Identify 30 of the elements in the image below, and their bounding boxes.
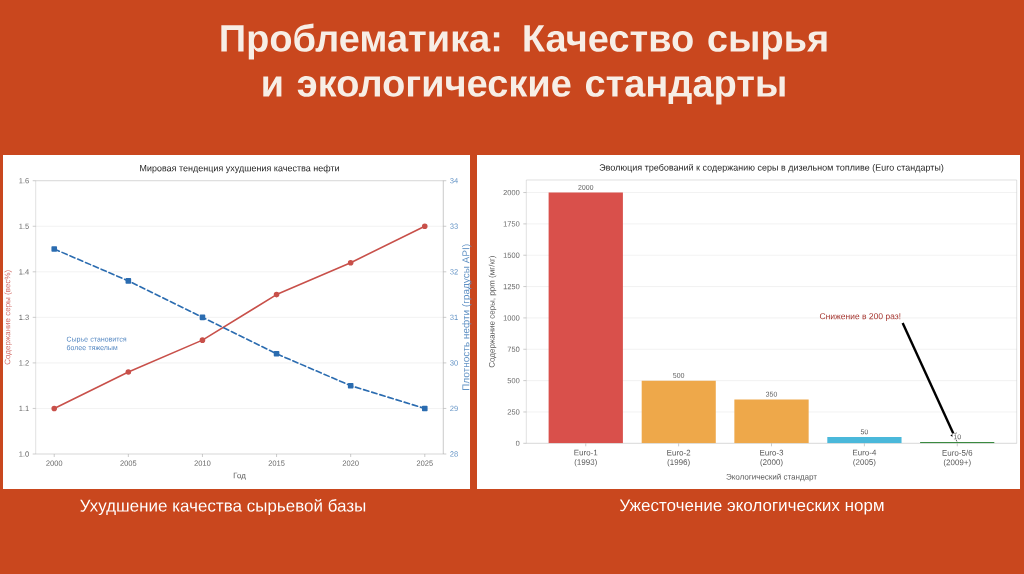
point	[199, 337, 206, 343]
bar	[734, 399, 809, 444]
point	[421, 223, 428, 230]
x-tick-label: Euro-3 (2000)	[760, 449, 784, 467]
y-axis-title: Содержание серы, ppm (мг/кг)	[488, 256, 497, 368]
point	[51, 405, 58, 412]
point	[125, 369, 132, 375]
x-tick-label: Euro-2 (1996)	[667, 449, 691, 467]
bar	[641, 380, 716, 444]
x-tick-label: Euro-5/6 (2009+)	[942, 449, 973, 467]
point	[273, 350, 280, 357]
point	[421, 405, 428, 412]
point	[125, 278, 132, 284]
y2-axis-title: Плотность нефти (градусы API)	[462, 244, 472, 391]
x-axis-title: Экологический стандарт	[726, 473, 817, 482]
chart-title: Эволюция требований к содержанию серы в дизельном топливе (Euro стандарты)	[599, 163, 944, 173]
chart-title: Мировая тенденция ухудшения качества нефти	[140, 164, 339, 174]
text: Проблематика: Качество сырья и экологические стандарты	[221, 23, 827, 105]
x-axis-title: Год	[233, 472, 246, 480]
point	[347, 259, 354, 266]
bar	[548, 192, 623, 444]
point	[273, 291, 280, 298]
point	[51, 246, 58, 252]
text: Ужесточение экологических норм	[619, 499, 884, 515]
y-axis-title: Содержание серы (вес%)	[4, 270, 12, 365]
bar	[827, 437, 902, 444]
text: Ухудшение качества сырьевой базы	[80, 498, 366, 516]
x-tick-label: Euro-1 (1993)	[574, 449, 598, 467]
annotation: Снижение в 200 раз!	[819, 313, 901, 321]
x-tick-label: Euro-4 (2005)	[853, 449, 877, 467]
